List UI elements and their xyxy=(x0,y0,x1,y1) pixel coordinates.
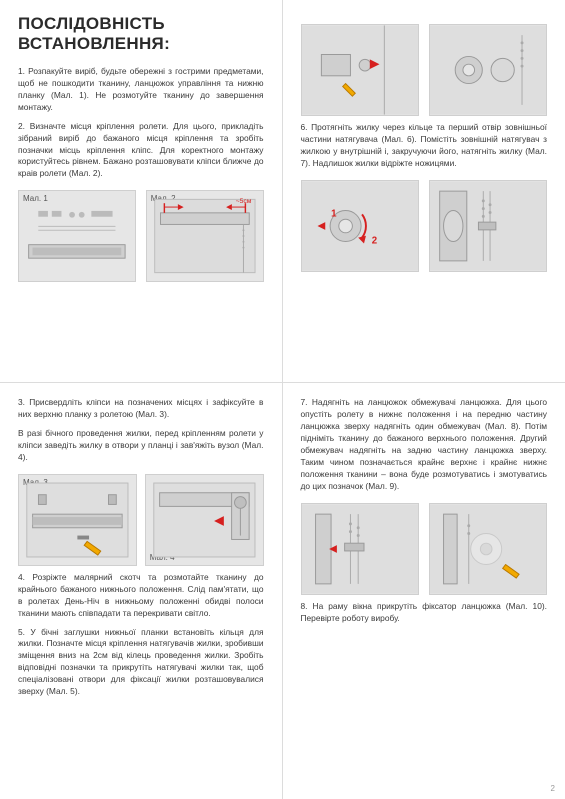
figure-9: Мал. 9 xyxy=(301,503,419,595)
step-8: 8. На раму вікна прикрутіть фіксатор лан… xyxy=(301,601,548,625)
step-1: 1. Розпакуйте виріб, будьте обережні з г… xyxy=(18,66,264,114)
figure-6: Мал. 6 xyxy=(429,24,547,116)
quadrant-bottom-right: 7. Надягніть на ланцюжок обмежувачі ланц… xyxy=(283,383,565,799)
step-3b: В разі бічного проведення жилки, перед к… xyxy=(18,428,264,464)
figure-1: Мал. 1 xyxy=(18,190,136,282)
page-title: ПОСЛІДОВНІСТЬ ВСТАНОВЛЕННЯ: xyxy=(18,14,264,54)
figure-2: Мал. 2 ~5см xyxy=(146,190,264,282)
step-7: 7. Надягніть на ланцюжок обмежувачі ланц… xyxy=(301,397,548,492)
quadrant-top-right: Мал. 5 Мал. 6 xyxy=(283,0,565,383)
step-4: 4. Розріжте малярний скотч та розмотайте… xyxy=(18,572,264,620)
figure-10: Мал. 10 xyxy=(429,503,547,595)
fig-row-1-2: Мал. 1 Мал. 2 xyxy=(18,190,264,282)
figure-7-illustration: 1 2 xyxy=(302,181,418,271)
figure-5-illustration xyxy=(302,25,418,115)
page-number: 2 xyxy=(551,784,555,793)
step-6: 6. Протягніть жилку через кільце та перш… xyxy=(301,122,548,170)
fig-row-9-10: Мал. 9 Мал. 10 xyxy=(301,503,548,595)
fig-row-5-6: Мал. 5 Мал. 6 xyxy=(301,24,548,116)
figure-10-illustration xyxy=(430,504,546,594)
figure-5: Мал. 5 xyxy=(301,24,419,116)
figure-8-illustration xyxy=(430,181,546,271)
figure-8: Мал. 8 xyxy=(429,180,547,272)
figure-1-illustration xyxy=(19,191,135,281)
quadrant-top-left: ПОСЛІДОВНІСТЬ ВСТАНОВЛЕННЯ: 1. Розпакуйт… xyxy=(0,0,283,383)
figure-7: Мал. 7 1 2 xyxy=(301,180,419,272)
fig-row-3-4: Мал. 3 Мал. 4 xyxy=(18,474,264,566)
svg-text:~5см: ~5см xyxy=(235,199,251,206)
step-3: 3. Присвердліть кліпси на позначених міс… xyxy=(18,397,264,421)
figure-4-illustration xyxy=(146,475,263,565)
figure-6-illustration xyxy=(430,25,546,115)
figure-3: Мал. 3 xyxy=(18,474,137,566)
step-2: 2. Визначте місця кріплення ролети. Для … xyxy=(18,121,264,181)
svg-text:1: 1 xyxy=(331,208,337,219)
fig-row-7-8: Мал. 7 1 2 Мал. 8 xyxy=(301,180,548,272)
figure-4: Мал. 4 xyxy=(145,474,264,566)
figure-3-illustration xyxy=(19,475,136,565)
figure-9-illustration xyxy=(302,504,418,594)
step-5: 5. У бічні заглушки нижньої планки встан… xyxy=(18,627,264,699)
figure-2-illustration: ~5см xyxy=(147,191,263,281)
quadrant-bottom-left: 3. Присвердліть кліпси на позначених міс… xyxy=(0,383,283,799)
svg-text:2: 2 xyxy=(371,235,376,246)
